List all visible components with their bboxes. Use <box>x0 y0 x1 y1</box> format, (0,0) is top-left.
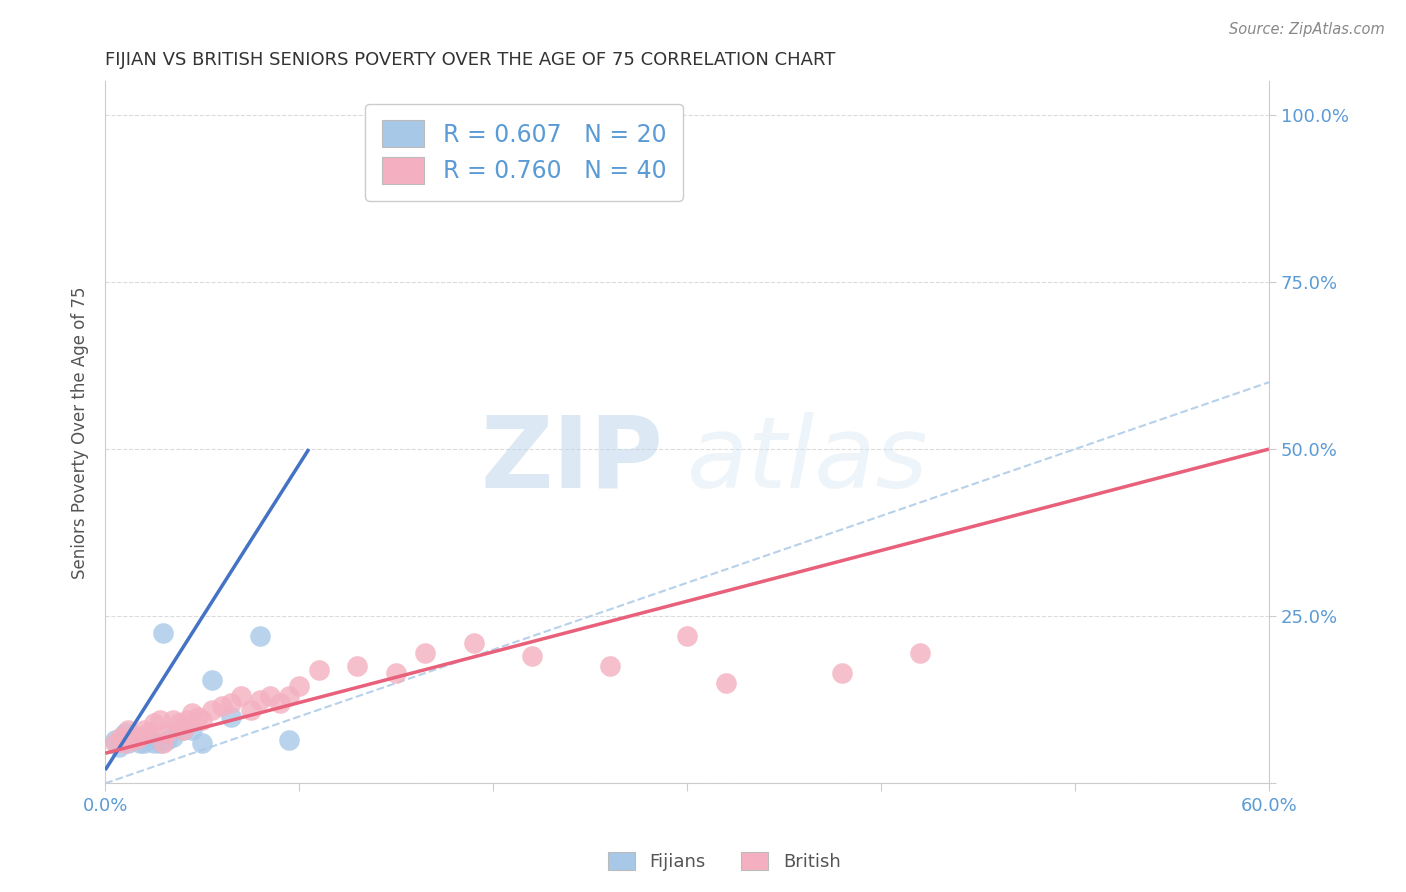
Point <box>132 736 155 750</box>
Y-axis label: Seniors Poverty Over the Age of 75: Seniors Poverty Over the Age of 75 <box>72 286 89 579</box>
Point <box>278 732 301 747</box>
Point <box>162 713 184 727</box>
Text: ZIP: ZIP <box>481 412 664 509</box>
Point <box>156 726 179 740</box>
Point <box>132 723 155 737</box>
Point <box>249 629 271 643</box>
Point <box>221 696 243 710</box>
Point <box>239 703 262 717</box>
Point <box>181 706 204 721</box>
Point <box>117 736 139 750</box>
Point <box>831 666 853 681</box>
Point <box>191 736 214 750</box>
Text: Source: ZipAtlas.com: Source: ZipAtlas.com <box>1229 22 1385 37</box>
Point <box>152 736 174 750</box>
Point <box>191 713 214 727</box>
Point <box>172 723 194 737</box>
Point <box>114 736 136 750</box>
Point <box>249 693 271 707</box>
Point <box>908 646 931 660</box>
Point <box>599 659 621 673</box>
Point <box>148 736 170 750</box>
Point <box>201 673 224 687</box>
Point <box>346 659 368 673</box>
Point <box>167 716 190 731</box>
Point <box>714 676 737 690</box>
Point <box>211 699 233 714</box>
Point <box>676 629 699 643</box>
Point <box>308 663 330 677</box>
Text: atlas: atlas <box>688 412 929 509</box>
Point <box>201 703 224 717</box>
Text: FIJIAN VS BRITISH SENIORS POVERTY OVER THE AGE OF 75 CORRELATION CHART: FIJIAN VS BRITISH SENIORS POVERTY OVER T… <box>105 51 835 69</box>
Point <box>124 732 146 747</box>
Point <box>124 732 146 747</box>
Point <box>129 730 152 744</box>
Point <box>104 736 127 750</box>
Point <box>142 736 165 750</box>
Point <box>156 732 179 747</box>
Point <box>187 709 209 723</box>
Point <box>152 626 174 640</box>
Point <box>142 716 165 731</box>
Legend: R = 0.607   N = 20, R = 0.760   N = 40: R = 0.607 N = 20, R = 0.760 N = 40 <box>366 103 683 201</box>
Point <box>385 666 408 681</box>
Point <box>269 696 291 710</box>
Point <box>107 739 129 754</box>
Point <box>278 690 301 704</box>
Point <box>172 723 194 737</box>
Point <box>259 690 281 704</box>
Point <box>520 649 543 664</box>
Point <box>288 680 311 694</box>
Point <box>114 726 136 740</box>
Point <box>129 736 152 750</box>
Point <box>463 636 485 650</box>
Point <box>104 732 127 747</box>
Point <box>136 730 159 744</box>
Point <box>176 713 198 727</box>
Point <box>413 646 436 660</box>
Point <box>229 690 252 704</box>
Point <box>162 730 184 744</box>
Point <box>110 730 132 744</box>
Point <box>221 709 243 723</box>
Point <box>148 713 170 727</box>
Point <box>136 726 159 740</box>
Legend: Fijians, British: Fijians, British <box>600 845 848 879</box>
Point <box>117 723 139 737</box>
Point <box>181 723 204 737</box>
